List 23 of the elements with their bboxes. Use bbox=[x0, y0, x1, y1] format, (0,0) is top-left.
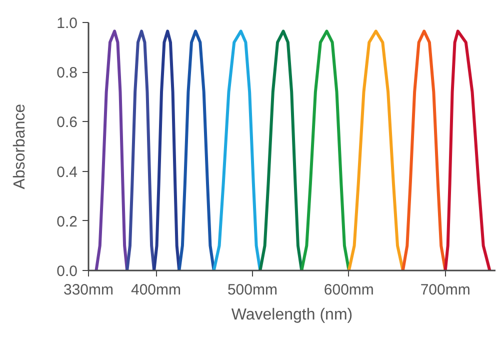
line-series bbox=[126, 30, 156, 270]
x-tick-label: 330mm bbox=[63, 282, 114, 298]
y-tick-label: 0.2 bbox=[56, 213, 78, 230]
line-series bbox=[258, 30, 304, 270]
line-series bbox=[347, 30, 404, 270]
y-axis-title: Absorbance bbox=[12, 104, 29, 190]
line-series bbox=[94, 30, 129, 270]
x-tick-label: 700mm bbox=[420, 282, 470, 298]
y-tick-label: 0.8 bbox=[56, 64, 78, 82]
line-series bbox=[152, 30, 181, 270]
y-tick-label: 0.4 bbox=[56, 164, 78, 181]
x-tick-label: 400mm bbox=[131, 282, 182, 298]
line-series bbox=[178, 30, 216, 270]
y-tick-label: 1.0 bbox=[56, 15, 78, 32]
line-series bbox=[300, 30, 350, 270]
line-series bbox=[444, 30, 492, 270]
line-series bbox=[401, 30, 447, 270]
y-tick-label: 0.0 bbox=[56, 263, 78, 280]
y-tick-label: 0.6 bbox=[56, 114, 78, 132]
x-axis-title: Wavelength (nm) bbox=[231, 306, 353, 324]
x-tick-label: 500mm bbox=[227, 282, 278, 298]
line-series bbox=[212, 30, 262, 270]
x-tick-label: 600mm bbox=[324, 282, 374, 298]
